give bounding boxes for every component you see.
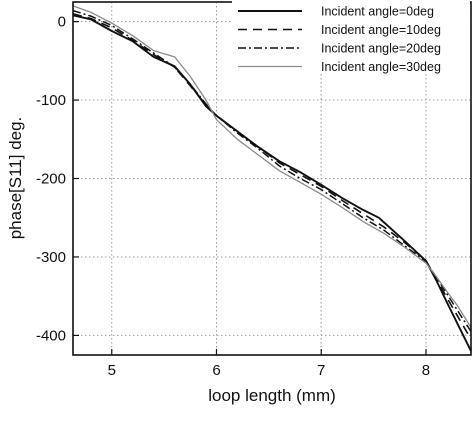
y-tick-label: 0 [58, 14, 66, 31]
legend-label-3: Incident angle=30deg [321, 60, 441, 74]
series-line-3 [72, 5, 472, 328]
x-tick-label: 5 [108, 362, 116, 379]
legend-label-2: Incident angle=20deg [321, 42, 441, 56]
y-tick-label: -100 [36, 92, 66, 109]
y-tick-label: -400 [36, 327, 66, 344]
legend-label-0: Incident angle=0deg [321, 5, 434, 19]
grid [73, 2, 471, 355]
x-tick-label: 6 [212, 362, 220, 379]
x-tick-label: 7 [317, 362, 325, 379]
y-tick-label: -200 [36, 171, 66, 188]
series-layer [72, 5, 472, 352]
ticks: 5 6 7 8 0 -100 -200 -300 -400 [36, 14, 430, 379]
x-tick-label: 8 [422, 362, 430, 379]
y-axis-label: phase[S11] deg. [6, 117, 25, 240]
x-axis-label: loop length (mm) [208, 386, 336, 405]
y-tick-label: -300 [36, 249, 66, 266]
legend: Incident angle=0deg Incident angle=10deg I… [232, 1, 470, 74]
legend-label-1: Incident angle=10deg [321, 23, 441, 37]
legend-box [232, 1, 470, 73]
